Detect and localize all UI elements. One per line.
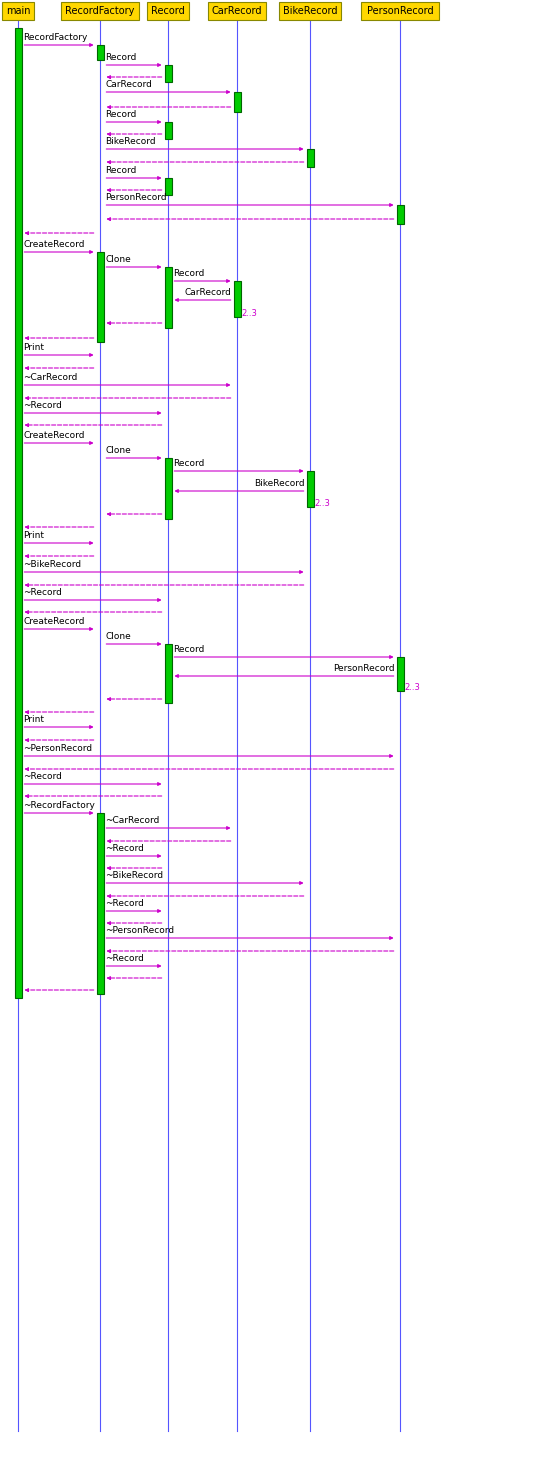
Text: CreateRecord: CreateRecord [23,431,85,440]
Bar [306,149,314,167]
Bar [164,178,172,194]
Text: PersonRecord: PersonRecord [367,6,433,16]
Text: BikeRecord: BikeRecord [254,479,305,488]
Text: Record: Record [173,459,205,468]
Text: RecordFactory: RecordFactory [65,6,135,16]
Text: ~Record: ~Record [23,771,63,782]
Text: ~RecordFactory: ~RecordFactory [23,801,96,809]
Text: 2..3: 2..3 [315,498,330,507]
Text: Record: Record [173,644,205,655]
Text: Record: Record [106,110,137,118]
Text: CarRecord: CarRecord [106,80,153,89]
Text: Clone: Clone [106,256,131,264]
Text: Record: Record [106,53,137,61]
Bar [97,45,103,60]
Bar [164,267,172,329]
Text: PersonRecord: PersonRecord [106,193,167,202]
Bar [279,1,341,20]
Bar [15,28,21,998]
Text: PersonRecord: PersonRecord [333,663,395,674]
Bar [234,281,240,317]
Bar [306,470,314,507]
Bar [2,1,34,20]
Bar [147,1,189,20]
Bar [234,92,240,112]
Text: ~BikeRecord: ~BikeRecord [23,560,82,568]
Text: CarRecord: CarRecord [212,6,262,16]
Bar [396,657,404,691]
Text: ~Record: ~Record [106,954,144,963]
Bar [164,123,172,139]
Bar [164,64,172,82]
Bar [97,812,103,993]
Text: ~PersonRecord: ~PersonRecord [106,926,174,935]
Text: Record: Record [151,6,185,16]
Text: Print: Print [23,530,45,541]
Bar [361,1,439,20]
Text: Clone: Clone [106,633,131,641]
Text: ~BikeRecord: ~BikeRecord [106,871,164,880]
Bar [164,644,172,703]
Bar [97,251,103,342]
Text: CarRecord: CarRecord [184,288,231,297]
Bar [164,457,172,519]
Text: 2..3: 2..3 [241,308,257,317]
Text: ~Record: ~Record [106,899,144,907]
Text: ~Record: ~Record [23,587,63,598]
Text: main: main [6,6,30,16]
Bar [396,205,404,224]
Text: Record: Record [106,167,137,175]
Bar [61,1,139,20]
Text: ~CarRecord: ~CarRecord [106,817,160,825]
Text: Print: Print [23,714,45,725]
Text: CreateRecord: CreateRecord [23,240,85,248]
Text: Print: Print [23,343,45,352]
Text: Clone: Clone [106,446,131,454]
Text: ~CarRecord: ~CarRecord [23,373,78,381]
Text: RecordFactory: RecordFactory [23,34,88,42]
Bar [208,1,266,20]
Text: Record: Record [173,269,205,278]
Text: BikeRecord: BikeRecord [283,6,337,16]
Text: ~Record: ~Record [106,844,144,853]
Text: BikeRecord: BikeRecord [106,137,156,146]
Text: 2..3: 2..3 [405,682,420,691]
Text: CreateRecord: CreateRecord [23,617,85,625]
Text: ~Record: ~Record [23,400,63,411]
Text: ~PersonRecord: ~PersonRecord [23,744,93,752]
